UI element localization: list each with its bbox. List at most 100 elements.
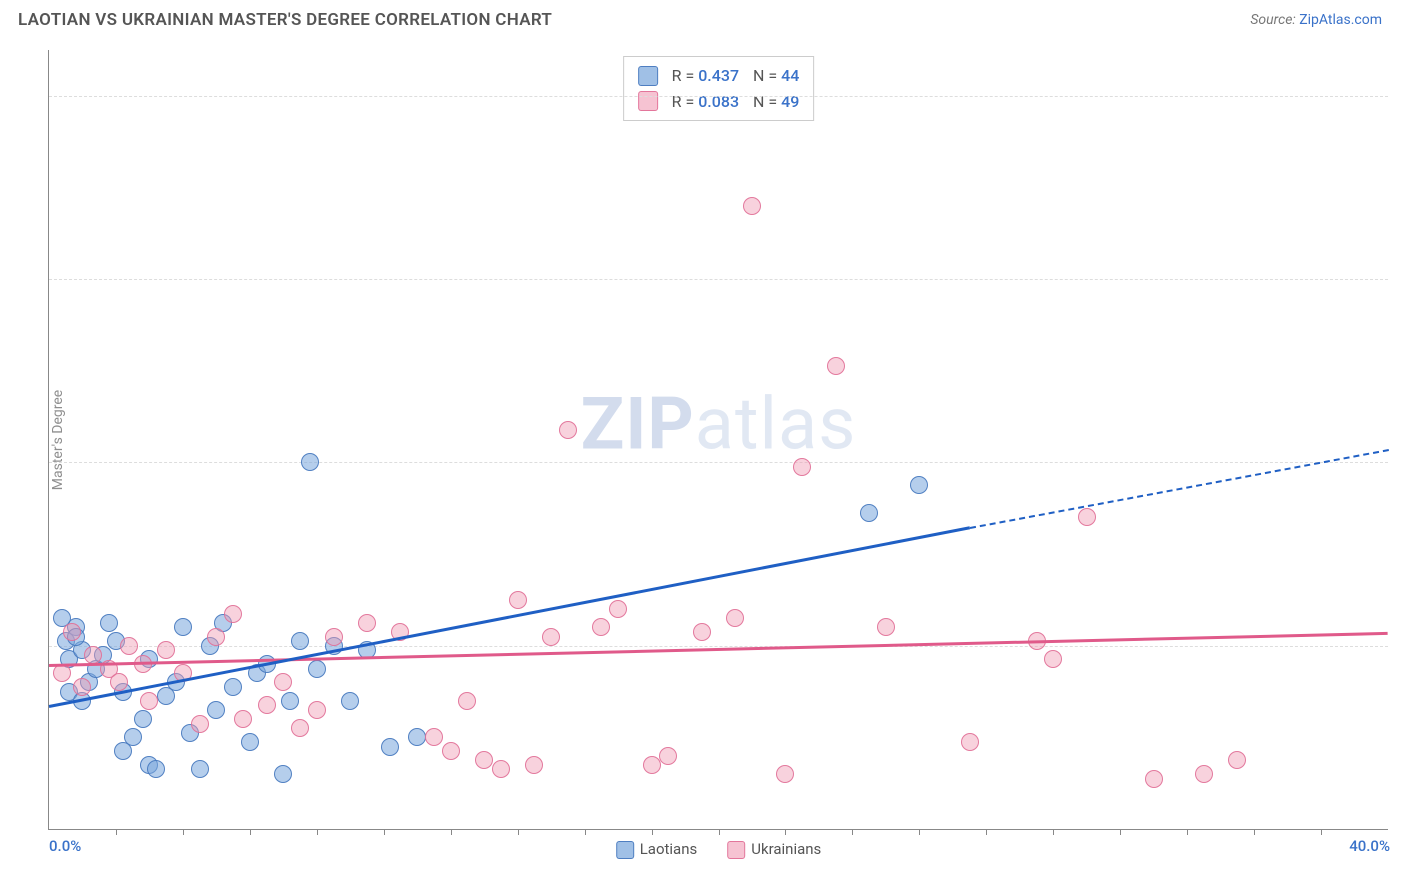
data-point [174,618,192,636]
data-point [458,692,476,710]
data-point [234,710,252,728]
x-tick [1254,829,1255,835]
data-point [84,646,102,664]
data-point [793,458,811,476]
data-point [147,760,165,778]
data-point [191,760,209,778]
data-point [442,742,460,760]
legend-row-ukrainians: R = 0.083 N = 49 [638,89,800,115]
data-point [274,765,292,783]
swatch-pink [727,841,745,859]
legend-item-ukrainians: Ukrainians [727,840,821,859]
data-point [134,710,152,728]
data-point [308,701,326,719]
plot-area: Master's Degree ZIPatlas R = 0.437 N = 4… [48,50,1388,830]
legend-label-laotians: Laotians [640,840,698,858]
correlation-legend: R = 0.437 N = 44 R = 0.083 N = 49 [623,56,815,121]
x-axis-max-label: 40.0% [1349,837,1390,855]
data-point [381,738,399,756]
data-point [358,614,376,632]
chart-container: LAOTIAN VS UKRAINIAN MASTER'S DEGREE COR… [0,0,1406,892]
data-point [325,628,343,646]
x-tick [986,829,987,835]
plot-region: ZIPatlas R = 0.437 N = 44 R = 0.083 N = … [48,50,1388,830]
data-point [308,660,326,678]
data-point [1195,765,1213,783]
r-label: R = [672,92,699,111]
n-value-laotians: 44 [781,66,799,85]
grid-line [49,462,1388,463]
x-tick [250,829,251,835]
data-point [291,632,309,650]
data-point [910,476,928,494]
x-tick [384,829,385,835]
data-point [207,628,225,646]
data-point [961,733,979,751]
trend-line [969,449,1388,529]
data-point [224,678,242,696]
data-point [1228,751,1246,769]
r-value-laotians: 0.437 [698,66,739,85]
grid-line [49,646,1388,647]
x-tick [785,829,786,835]
legend-label-ukrainians: Ukrainians [751,840,821,858]
data-point [73,678,91,696]
x-axis-min-label: 0.0% [49,837,81,855]
watermark-rest: atlas [695,381,857,466]
x-tick [1187,829,1188,835]
legend-row-laotians: R = 0.437 N = 44 [638,63,800,89]
chart-header: LAOTIAN VS UKRAINIAN MASTER'S DEGREE COR… [0,0,1406,36]
watermark-bold: ZIP [581,381,695,466]
grid-line [49,96,1388,97]
n-value-ukrainians: 49 [781,92,799,111]
data-point [592,618,610,636]
x-tick [719,829,720,835]
x-tick [518,829,519,835]
data-point [559,421,577,439]
data-point [120,637,138,655]
n-label: N = [753,66,781,85]
data-point [341,692,359,710]
data-point [281,692,299,710]
data-point [207,701,225,719]
data-point [525,756,543,774]
swatch-blue [638,66,658,86]
data-point [110,673,128,691]
data-point [301,453,319,471]
x-tick [317,829,318,835]
x-tick [1053,829,1054,835]
x-tick [919,829,920,835]
data-point [509,591,527,609]
source-label: Source: [1250,12,1299,28]
x-tick [1120,829,1121,835]
chart-source: Source: ZipAtlas.com [1250,12,1382,28]
series-legend: Laotians Ukrainians [616,840,822,859]
data-point [157,641,175,659]
data-point [693,623,711,641]
data-point [53,664,71,682]
data-point [241,733,259,751]
trend-line [49,632,1388,667]
x-tick [116,829,117,835]
data-point [726,609,744,627]
r-value-ukrainians: 0.083 [698,92,739,111]
data-point [1044,650,1062,668]
swatch-blue [616,841,634,859]
data-point [1078,508,1096,526]
chart-title: LAOTIAN VS UKRAINIAN MASTER'S DEGREE COR… [18,10,552,30]
grid-line [49,279,1388,280]
data-point [100,614,118,632]
x-tick [585,829,586,835]
data-point [743,197,761,215]
data-point [291,719,309,737]
x-tick [183,829,184,835]
data-point [63,623,81,641]
n-label: N = [753,92,781,111]
data-point [492,760,510,778]
x-tick [451,829,452,835]
data-point [258,696,276,714]
data-point [224,605,242,623]
data-point [860,504,878,522]
data-point [408,728,426,746]
r-label: R = [672,66,699,85]
